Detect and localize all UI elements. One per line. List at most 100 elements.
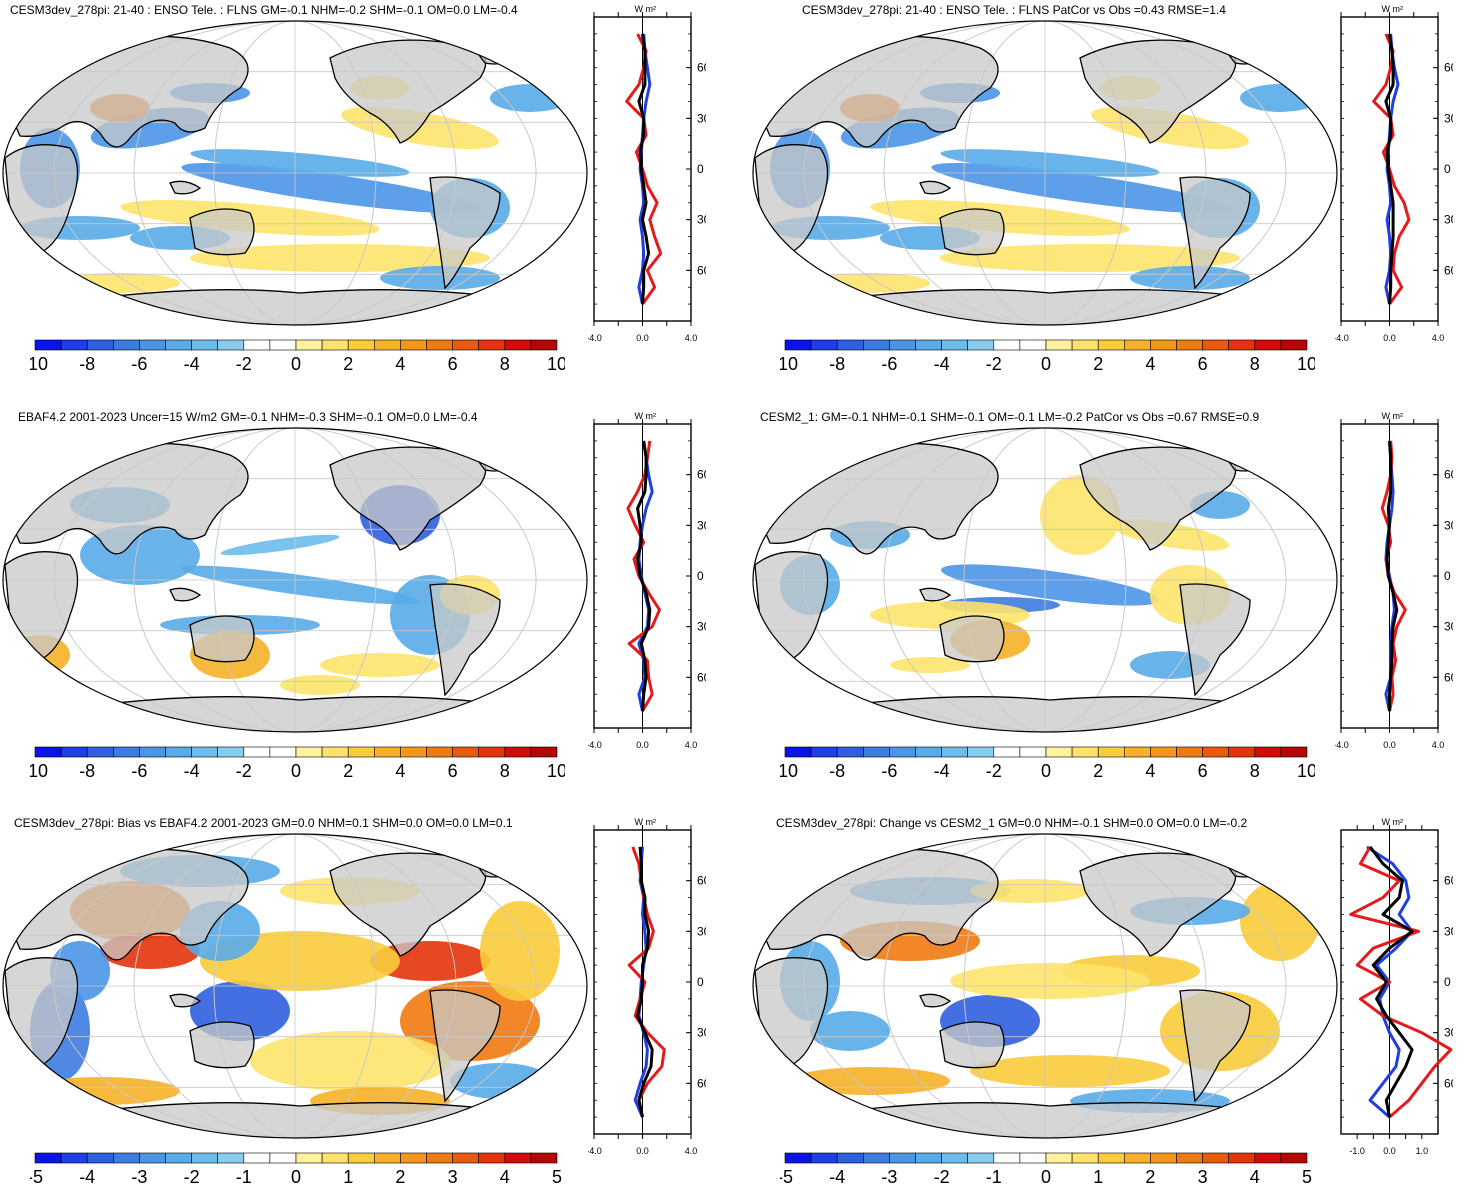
land-mass xyxy=(939,208,1005,256)
zonal-mean-plot: W m² 60N 30N 0 30S 60S -4.0 0.0 4.0 xyxy=(588,411,706,750)
zonal-lat-label: 60N xyxy=(1444,61,1453,75)
colorbar-tick-label: 0 xyxy=(1041,761,1051,781)
colorbar-swatch xyxy=(139,1152,166,1164)
land-mass xyxy=(169,993,202,1008)
colorbar-swatch xyxy=(86,1152,114,1164)
map-border xyxy=(752,427,1338,733)
colorbar-swatch xyxy=(86,746,114,758)
colorbar-swatch xyxy=(34,746,62,758)
colorbar: -5 -4 -3 -2 -1 0 1 2 3 4 5 xyxy=(780,1152,1312,1187)
colorbar-tick-label: 10 xyxy=(547,761,565,781)
colorbar-swatch xyxy=(941,339,969,351)
map-field-blob xyxy=(190,244,490,272)
colorbar-tick-label: 2 xyxy=(343,761,353,781)
colorbar-swatch xyxy=(269,1152,297,1164)
colorbar-tick-label: 6 xyxy=(1198,354,1208,374)
colorbar-swatch xyxy=(452,746,480,758)
colorbar-swatch xyxy=(530,339,558,351)
colorbar-tick-label: -4 xyxy=(184,354,200,374)
colorbar-swatch xyxy=(295,339,323,351)
land-mass xyxy=(429,989,501,1103)
colorbar-tick-label: 3 xyxy=(448,1167,458,1187)
colorbar-tick-label: 8 xyxy=(500,761,510,781)
colorbar-swatch xyxy=(1071,746,1099,758)
map-field-blob xyxy=(220,534,340,556)
colorbar-tick-label: 4 xyxy=(1145,354,1155,374)
colorbar-swatch xyxy=(60,1152,88,1164)
zonal-lat-label: 30S xyxy=(1444,1026,1453,1040)
colorbar-swatch xyxy=(810,339,838,351)
colorbar-swatch xyxy=(295,1152,323,1164)
colorbar-swatch xyxy=(1071,339,1099,351)
colorbar-tick-label: 4 xyxy=(395,761,405,781)
zonal-x-label: 0.0 xyxy=(636,1146,649,1156)
zonal-series-mean xyxy=(636,440,652,712)
colorbar-swatch xyxy=(321,746,349,758)
zonal-mean-plot: W m² 60N 30N 0 30S 60S -4.0 0.0 4.0 xyxy=(588,4,706,343)
colorbar-swatch xyxy=(836,339,864,351)
colorbar-swatch xyxy=(967,746,995,758)
zonal-lat-label: 30N xyxy=(1444,924,1453,938)
colorbar-swatch xyxy=(295,746,323,758)
colorbar-tick-label: -3 xyxy=(881,1167,897,1187)
zonal-x-label: 4.0 xyxy=(1432,333,1445,343)
zonal-x-label: 0.0 xyxy=(1383,1146,1396,1156)
map-field xyxy=(3,21,587,325)
land-mass xyxy=(919,180,952,195)
colorbar-swatch xyxy=(1150,746,1177,758)
zonal-lat-label: 60N xyxy=(1444,874,1453,888)
colorbar-tick-label: -2 xyxy=(236,761,252,781)
colorbar-tick-label: 2 xyxy=(1145,1167,1155,1187)
colorbar-tick-label: -4 xyxy=(79,1167,95,1187)
colorbar-swatch xyxy=(1228,339,1256,351)
colorbar-tick-label: -4 xyxy=(829,1167,845,1187)
colorbar-swatch xyxy=(967,1152,995,1164)
zonal-lat-label: 60S xyxy=(697,670,706,684)
colorbar-swatch xyxy=(1123,339,1151,351)
land-mass xyxy=(919,993,952,1008)
colorbar-swatch xyxy=(1150,339,1177,351)
colorbar-swatch xyxy=(810,746,838,758)
colorbar-swatch xyxy=(113,1152,140,1164)
colorbar-swatch xyxy=(113,339,140,351)
colorbar-swatch xyxy=(1280,339,1308,351)
zonal-x-label: 0.0 xyxy=(636,333,649,343)
colorbar-tick-label: 10 xyxy=(1297,354,1315,374)
colorbar-tick-label: -8 xyxy=(79,354,95,374)
zonal-x-label: -4.0 xyxy=(588,1146,602,1156)
colorbar-swatch xyxy=(243,1152,271,1164)
colorbar-swatch xyxy=(863,339,890,351)
land-mass xyxy=(429,583,501,697)
land-mass xyxy=(1079,446,1237,551)
graticule-meridian xyxy=(883,428,1207,732)
colorbar-swatch xyxy=(34,1152,62,1164)
colorbar-tick-label: 4 xyxy=(500,1167,510,1187)
colorbar-tick-label: 10 xyxy=(547,354,565,374)
zonal-lat-label: 0 xyxy=(1444,162,1451,176)
zonal-x-label: 0.0 xyxy=(1383,333,1396,343)
colorbar-tick-label: 1 xyxy=(1093,1167,1103,1187)
colorbar-swatch xyxy=(784,746,812,758)
colorbar-swatch xyxy=(1228,1152,1256,1164)
colorbar-tick-label: 4 xyxy=(395,354,405,374)
colorbar-swatch xyxy=(1176,746,1203,758)
colorbar-tick-label: 10 xyxy=(1297,761,1315,781)
land-mass xyxy=(1079,39,1237,144)
colorbar-swatch xyxy=(86,339,114,351)
colorbar-swatch xyxy=(217,746,245,758)
zonal-lat-label: 30N xyxy=(697,518,706,532)
colorbar-swatch xyxy=(347,339,375,351)
colorbar-swatch xyxy=(60,339,88,351)
zonal-unit-label: W m² xyxy=(1382,817,1404,827)
colorbar-tick-label: 0 xyxy=(1041,354,1051,374)
colorbar-swatch xyxy=(504,1152,532,1164)
map-field-blob xyxy=(940,244,1240,272)
colorbar-swatch xyxy=(915,746,942,758)
colorbar-tick-label: -10 xyxy=(780,354,798,374)
colorbar-swatch xyxy=(504,339,532,351)
zonal-series-mean xyxy=(1384,33,1395,305)
colorbar-swatch xyxy=(139,746,166,758)
colorbar-swatch xyxy=(1280,746,1308,758)
map-field-blob xyxy=(940,149,1160,177)
graticule-meridian xyxy=(133,428,457,732)
